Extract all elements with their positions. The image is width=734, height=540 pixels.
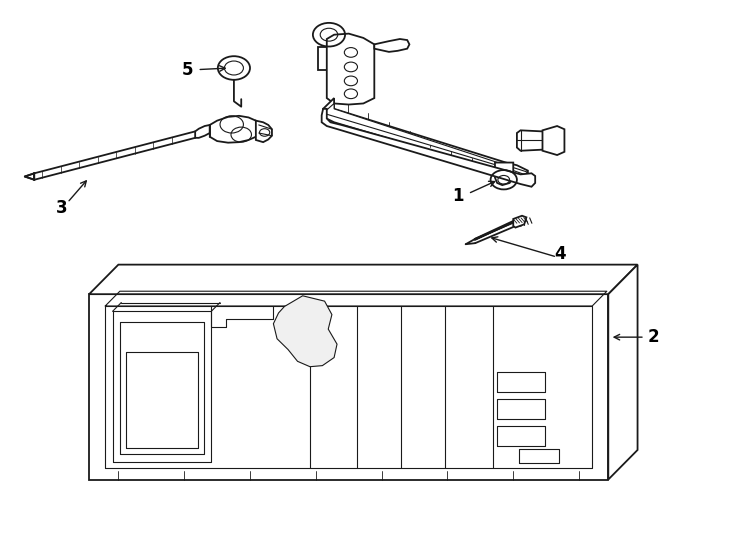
Polygon shape (256, 120, 272, 142)
Text: 5: 5 (182, 60, 194, 79)
Polygon shape (374, 39, 410, 52)
Text: 2: 2 (648, 328, 659, 346)
Polygon shape (323, 98, 528, 180)
Polygon shape (318, 46, 347, 70)
Polygon shape (195, 125, 210, 138)
Polygon shape (517, 130, 546, 151)
Text: 4: 4 (554, 245, 566, 263)
Polygon shape (542, 126, 564, 155)
Polygon shape (321, 109, 535, 187)
Polygon shape (513, 216, 526, 227)
Polygon shape (327, 33, 374, 105)
Polygon shape (89, 265, 638, 294)
Text: 1: 1 (453, 187, 464, 205)
Polygon shape (323, 104, 528, 174)
Polygon shape (495, 163, 513, 185)
Polygon shape (210, 116, 259, 143)
Text: 3: 3 (56, 199, 68, 217)
Polygon shape (273, 296, 337, 367)
Polygon shape (89, 294, 608, 480)
Polygon shape (25, 173, 34, 180)
Polygon shape (608, 265, 638, 480)
